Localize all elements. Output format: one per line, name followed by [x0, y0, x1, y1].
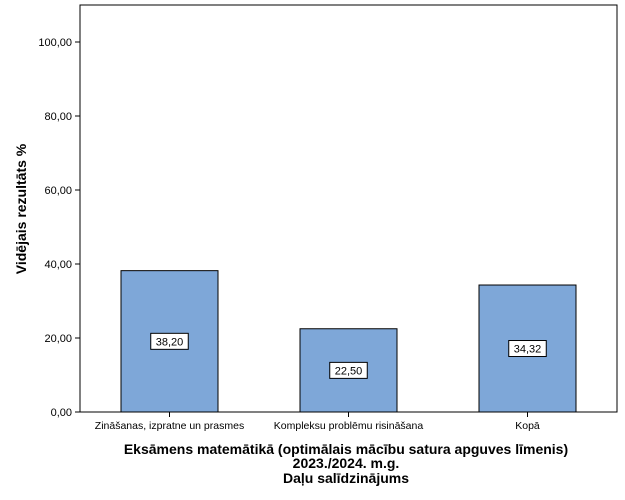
x-category-label: Zināšanas, izpratne un prasmes — [95, 420, 244, 432]
x-axis-title-line-3: Daļu salīdzinājums — [283, 470, 409, 486]
data-label: 34,32 — [514, 344, 542, 356]
x-axis-title-line-2: 2023./2024. m.g. — [293, 455, 400, 471]
y-tick-label: 100,00 — [38, 37, 72, 49]
x-axis-title-line-1: Eksāmens matemātikā (optimālais mācību s… — [124, 441, 568, 457]
y-tick-label: 0,00 — [51, 407, 72, 419]
data-label: 38,20 — [156, 336, 184, 348]
x-axis: Zināšanas, izpratne un prasmes Kompleksu … — [95, 412, 540, 432]
x-category-label: Kompleksu problēmu risināšana — [274, 420, 424, 432]
bars: 38,20 22,50 34,32 — [120, 270, 577, 413]
data-label-box — [150, 332, 189, 350]
y-tick-label: 60,00 — [44, 185, 72, 197]
y-axis: 0,00 20,00 40,00 60,00 80,00 100,00 — [38, 37, 80, 419]
data-label: 22,50 — [335, 365, 363, 377]
y-tick-label: 20,00 — [44, 333, 72, 345]
data-label-box — [508, 340, 547, 358]
x-category-label: Kopā — [515, 420, 540, 432]
y-axis-title: Vidējais rezultāts % — [13, 143, 29, 274]
y-tick-label: 40,00 — [44, 259, 72, 271]
data-label-box — [329, 361, 368, 379]
y-tick-label: 80,00 — [44, 111, 72, 123]
